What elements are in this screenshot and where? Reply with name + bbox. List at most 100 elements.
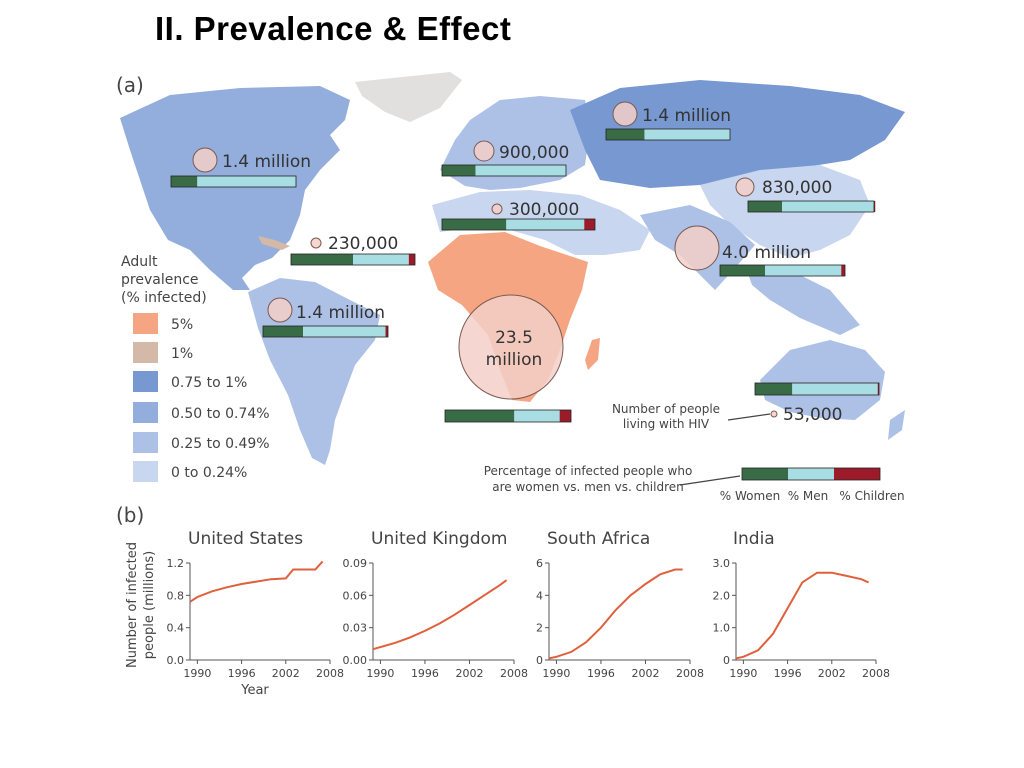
chart-yticklabel-2-1: 2 xyxy=(536,622,543,635)
chart-ylabel-0-line2: people (millions) xyxy=(142,551,157,659)
chart-yticklabel-1-3: 0.09 xyxy=(343,557,368,570)
region-bar-outline-7 xyxy=(262,325,389,338)
chart-series-line-3 xyxy=(735,571,870,660)
chart-yticklabel-0-2: 0.8 xyxy=(167,589,185,602)
region-bubble-6 xyxy=(674,225,720,271)
madagascar-region xyxy=(585,338,600,370)
region-bar-9-children xyxy=(877,383,879,395)
region-label-1: 900,000 xyxy=(499,143,569,163)
legend-label-4: 0.25 to 0.49% xyxy=(171,436,270,452)
region-bar-5-children xyxy=(408,254,415,265)
chart-xticklabel-0-0: 1990 xyxy=(183,667,211,680)
chart-yticklabel-2-0: 0 xyxy=(536,654,543,667)
southeast-asia-region xyxy=(745,265,860,335)
legend-swatch-4 xyxy=(133,432,158,453)
region-bar-0-women xyxy=(171,176,198,187)
part-b-label: (b) xyxy=(116,503,145,527)
part-a-label: (a) xyxy=(116,73,144,97)
chart-xticklabel-3-1: 1996 xyxy=(774,667,802,680)
chart-0: United States 0.0 0.4 0.8 1.2 1990 1996 2002 200… xyxy=(125,529,344,698)
bar-key-women: % Women xyxy=(720,489,780,503)
page-title: II. Prevalence & Effect xyxy=(155,10,512,47)
chart-yticklabel-2-3: 6 xyxy=(536,557,543,570)
chart-xticklabel-1-2: 2002 xyxy=(455,667,483,680)
region-bubble-4 xyxy=(491,203,503,215)
region-bar-outline-9 xyxy=(754,382,880,396)
chart-xticklabel-2-1: 1996 xyxy=(587,667,615,680)
chart-xlabel-0: Year xyxy=(240,683,269,698)
chart-title-0: United States xyxy=(188,529,303,549)
legend-label-1: 1% xyxy=(171,346,193,362)
circle-note-line-2: living with HIV xyxy=(623,417,710,431)
region-bar-6-children xyxy=(841,265,845,276)
chart-yticklabel-1-0: 0.00 xyxy=(343,654,368,667)
region-bar-3-men xyxy=(782,201,874,212)
region-label-4: 300,000 xyxy=(509,200,579,220)
region-bar-8-men xyxy=(514,410,560,422)
chart-xticklabel-0-3: 2008 xyxy=(316,667,344,680)
new-zealand-region xyxy=(888,410,905,440)
bar-key-children: % Children xyxy=(839,489,904,503)
region-bar-6-men xyxy=(765,265,842,276)
chart-yticklabel-3-3: 3.0 xyxy=(713,557,731,570)
chart-yticklabel-3-1: 1.0 xyxy=(713,622,731,635)
circle-note-leader xyxy=(727,413,771,421)
chart-yticklabel-1-1: 0.03 xyxy=(343,622,368,635)
legend-label-5: 0 to 0.24% xyxy=(171,465,247,481)
chart-yticklabel-1-2: 0.06 xyxy=(343,589,368,602)
legend-swatch-2 xyxy=(133,371,158,392)
bar-key-swatch-1 xyxy=(788,468,834,480)
chart-series-line-0 xyxy=(189,560,324,603)
region-bar-8-women xyxy=(445,410,515,422)
region-bar-3-children xyxy=(874,201,876,212)
chart-xticklabel-1-1: 1996 xyxy=(411,667,439,680)
legend-label-0: 5% xyxy=(171,317,193,333)
chart-xticklabel-3-2: 2002 xyxy=(818,667,846,680)
chart-title-3: India xyxy=(733,529,775,549)
region-label-7: 1.4 million xyxy=(296,303,385,323)
region-bar-outline-3 xyxy=(747,200,875,213)
region-bubble-1 xyxy=(473,140,495,162)
region-bubble-8 xyxy=(458,294,564,400)
region-bar-4-men xyxy=(506,219,585,230)
region-bar-9-men xyxy=(792,383,878,395)
greenland-region xyxy=(355,72,462,122)
region-bar-7-children xyxy=(385,326,388,337)
chart-yticklabel-0-0: 0.0 xyxy=(167,654,185,667)
chart-xticklabel-3-0: 1990 xyxy=(729,667,757,680)
legend-swatch-0 xyxy=(133,313,158,334)
region-bar-3-women xyxy=(748,201,783,212)
chart-title-1: United Kingdom xyxy=(371,529,507,549)
region-bar-outline-6 xyxy=(719,264,846,277)
region-bar-5-men xyxy=(353,254,409,265)
chart-xticklabel-1-3: 2008 xyxy=(500,667,528,680)
chart-xticklabel-1-0: 1990 xyxy=(366,667,394,680)
chart-xticklabel-0-1: 1996 xyxy=(228,667,256,680)
region-bar-8-children xyxy=(559,410,571,422)
chart-xticklabel-0-2: 2002 xyxy=(272,667,300,680)
bar-key-swatch-2 xyxy=(834,468,880,480)
chart-1: United Kingdom 0.00 0.03 0.06 0.09 1990 1996 20… xyxy=(343,529,529,680)
bar-key-outline xyxy=(741,467,881,481)
circle-note-line-1: Number of people xyxy=(612,402,720,416)
russia-region xyxy=(570,80,905,188)
region-bar-0-men xyxy=(197,176,296,187)
region-label-9: 53,000 xyxy=(783,405,842,425)
region-bar-9-women xyxy=(755,383,793,395)
chart-xticklabel-2-2: 2002 xyxy=(631,667,659,680)
region-bar-4-children xyxy=(584,219,595,230)
region-label-5: 230,000 xyxy=(328,234,398,254)
chart-series-line-1 xyxy=(372,579,508,651)
chart-xticklabel-2-3: 2008 xyxy=(676,667,704,680)
legend-swatch-3 xyxy=(133,402,158,423)
south-america-region xyxy=(248,278,380,465)
australia-region xyxy=(760,340,885,420)
region-bar-2-men xyxy=(644,129,730,140)
region-bar-outline-4 xyxy=(441,218,596,231)
bar-note-line-1: Percentage of infected people who xyxy=(484,464,693,478)
region-bubble-7 xyxy=(267,297,293,323)
region-label-2: 1.4 million xyxy=(642,106,731,126)
region-bar-outline-2 xyxy=(605,128,731,141)
region-bubble-0 xyxy=(192,147,218,173)
legend-title-line-2: prevalence xyxy=(121,272,199,288)
